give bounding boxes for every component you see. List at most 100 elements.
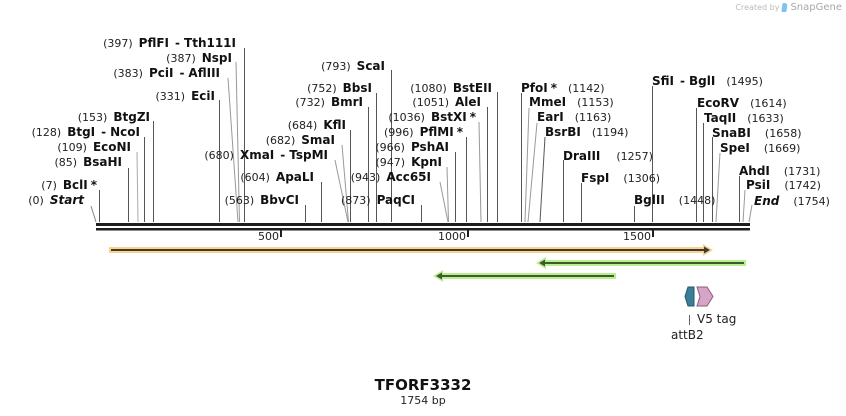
joiner: - (280, 148, 286, 162)
enzyme-name: BbsI (342, 81, 372, 95)
cut-position: (943) (350, 171, 381, 184)
enzyme-label-eari[interactable]: EarI (1163) (537, 109, 612, 124)
enzyme-name: FspI (581, 171, 610, 185)
enzyme-label-kfli[interactable]: (684) KflI (288, 117, 346, 132)
enzyme-label-pfoi[interactable]: PfoI * (1142) (521, 80, 605, 95)
enzyme-name: PsiI (746, 178, 771, 192)
feature-primer-green-2-arrow (433, 270, 616, 282)
enzyme-label-fspi[interactable]: FspI (1306) (581, 170, 660, 185)
brand-name: SnapGene (790, 1, 842, 13)
cut-position: (873) (340, 194, 371, 207)
enzyme-label-bstxi[interactable]: (1036) BstXI * (388, 109, 476, 124)
enzyme-label-btgi-ncoi[interactable]: (128) BtgI - NcoI (31, 124, 140, 139)
feature-label-v5-tag[interactable]: V5 tag (697, 312, 737, 326)
enzyme-name: PciI (148, 66, 174, 80)
cut-position: (128) (31, 126, 62, 139)
cut-position: (383) (113, 67, 143, 80)
enzyme-label-smai[interactable]: (682) SmaI (265, 132, 335, 147)
enzyme-label-taqii[interactable]: TaqII (1633) (704, 110, 784, 125)
enzyme-label-bcli[interactable]: (7) BclI * (41, 177, 97, 192)
enzyme-label-nspi[interactable]: (387) NspI (166, 50, 232, 65)
enzyme-name: XmaI (239, 148, 275, 162)
enzyme-label-bsteii[interactable]: (1080) BstEII (410, 80, 492, 95)
cut-position: (1614) (750, 97, 787, 110)
cut-position: (1163) (574, 111, 612, 124)
enzyme-label-pflmi[interactable]: (996) PflMI * (384, 124, 463, 139)
cut-position: (7) (41, 179, 57, 192)
enzyme-name: NcoI (110, 125, 140, 139)
enzyme-name: AhdI (739, 164, 770, 178)
ruler-ticks (280, 230, 654, 237)
enzyme-label-snabi[interactable]: SnaBI (1658) (712, 125, 802, 140)
enzyme-label-bsahi[interactable]: (85) BsaHI (55, 154, 123, 169)
snapgene-branding: Created by SnapGene (735, 1, 842, 13)
cut-position: (752) (307, 82, 337, 95)
enzyme-label-scai[interactable]: (793) ScaI (321, 58, 385, 73)
cut-position: (793) (321, 60, 351, 73)
enzyme-name: EcoNI (92, 140, 131, 154)
enzyme-name: BbvCI (260, 193, 299, 207)
feature-v5-tag-shape (696, 286, 714, 307)
cut-position: (996) (384, 126, 414, 139)
ruler-label-1000: 1000 (438, 230, 466, 243)
cut-position: (1669) (763, 142, 801, 155)
enzyme-label-kpni[interactable]: (947) KpnI (376, 154, 443, 169)
dna-backbone (96, 223, 750, 231)
methylation-marker: * (550, 81, 558, 95)
enzyme-name: BstXI (430, 110, 467, 124)
cut-position: (153) (77, 111, 108, 124)
enzyme-label-btgzi[interactable]: (153) BtgZI (77, 109, 150, 124)
enzyme-name: KflI (323, 118, 346, 132)
enzyme-label-xmai-tspmi[interactable]: (680) XmaI - TspMI (204, 147, 328, 162)
enzyme-name: PaqCI (376, 193, 415, 207)
enzyme-label-pcii-afliii[interactable]: (383) PciI - AflIII (113, 65, 220, 80)
enzyme-label-bsrbi[interactable]: BsrBI (1194) (545, 124, 628, 139)
cut-position: (1658) (764, 127, 802, 140)
cut-position: (1731) (783, 165, 821, 178)
enzyme-label-ecii[interactable]: (331) EciI (155, 88, 215, 103)
enzyme-label-alei[interactable]: (1051) AleI (412, 94, 481, 109)
cut-position: (1153) (577, 96, 614, 109)
cut-position: (1306) (623, 172, 660, 185)
enzyme-name: SnaBI (712, 126, 751, 140)
cut-position: (1448) (678, 194, 716, 207)
enzyme-label-econi[interactable]: (109) EcoNI (57, 139, 131, 154)
ruler-label-500: 500 (258, 230, 279, 243)
cut-position: (682) (265, 134, 296, 147)
enzyme-label-bglii[interactable]: BglII (1448) (634, 192, 716, 207)
start-marker: Start (49, 193, 84, 207)
enzyme-name: KpnI (411, 155, 442, 169)
enzyme-label-acc65i[interactable]: (943) Acc65I (350, 169, 431, 184)
enzyme-label-pshai[interactable]: (966) PshAI (375, 139, 449, 154)
enzyme-label-sfii-bgli[interactable]: SfiI - BglI (1495) (652, 73, 763, 88)
cut-position: (387) (166, 52, 196, 65)
cut-position: (732) (295, 96, 325, 109)
enzyme-name: SmaI (301, 133, 335, 147)
enzyme-label-psii[interactable]: PsiI (1742) (746, 177, 821, 192)
enzyme-name: TaqII (704, 111, 737, 125)
enzyme-label-mmei[interactable]: MmeI (1153) (529, 94, 614, 109)
enzyme-label-bmri[interactable]: (732) BmrI (295, 94, 363, 109)
cut-position: (1080) (410, 82, 447, 95)
enzyme-label-ecorv[interactable]: EcoRV (1614) (697, 95, 787, 110)
enzyme-label-ahdi[interactable]: AhdI (1731) (739, 163, 821, 178)
enzyme-name: BsrBI (545, 125, 581, 139)
enzyme-label-paqci[interactable]: (873) PaqCI (340, 192, 415, 207)
enzyme-name: BtgZI (113, 110, 150, 124)
enzyme-label-bbvci[interactable]: (563) BbvCI (225, 192, 299, 207)
enzyme-name: BsaHI (83, 155, 122, 169)
enzyme-label-apali[interactable]: (604) ApaLI (240, 169, 314, 184)
created-by-text: Created by (735, 2, 780, 12)
enzyme-label-pflfi-tth111i[interactable]: (397) PflFI - Tth111I (103, 35, 236, 50)
enzyme-name: EcoRV (697, 96, 740, 110)
enzyme-label-spei[interactable]: SpeI (1669) (720, 140, 801, 155)
enzyme-name: SpeI (720, 141, 750, 155)
enzyme-name: BstEII (452, 81, 492, 95)
sequence-length: 1754 bp (400, 394, 446, 407)
feature-label-attB2[interactable]: attB2 (671, 328, 704, 342)
enzyme-label-bbsi[interactable]: (752) BbsI (307, 80, 372, 95)
enzyme-name: EarI (537, 110, 564, 124)
enzyme-label-draiii[interactable]: DraIII (1257) (563, 148, 653, 163)
cut-position: (331) (155, 90, 186, 103)
enzyme-name: ScaI (356, 59, 385, 73)
